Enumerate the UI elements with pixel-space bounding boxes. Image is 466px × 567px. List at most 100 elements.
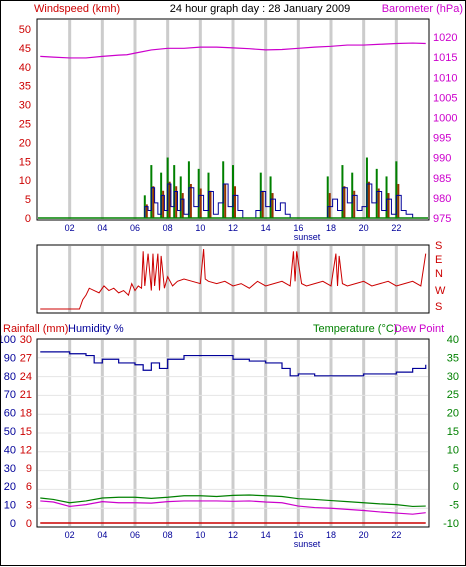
- dewpoint-line: [40, 500, 426, 515]
- humidity-line: [40, 351, 427, 377]
- x-tick-label: 14: [261, 223, 271, 233]
- wind-y-tick: 35: [19, 81, 31, 93]
- x-tick-label: 04: [97, 530, 107, 540]
- x-tick-label: 16: [293, 530, 303, 540]
- direction-tick-label: S: [435, 240, 442, 252]
- temp-y-tick: 15: [447, 426, 459, 438]
- humidity-y-tick: 60: [4, 408, 16, 420]
- x-tick-label: 08: [163, 223, 173, 233]
- temp-y-tick: 30: [447, 371, 459, 383]
- baro-y-tick: 1000: [433, 112, 457, 124]
- x-tick-label: 02: [65, 530, 75, 540]
- dewpoint-axis-label: Dew Point: [394, 323, 444, 335]
- humidity-axis-label: Humidity %: [68, 323, 124, 335]
- direction-grid: [68, 246, 398, 312]
- x-tick-label: 02: [65, 223, 75, 233]
- temp-y-tick: 20: [447, 408, 459, 420]
- rain-y-tick: 30: [20, 334, 32, 346]
- wind-y-tick: 25: [19, 119, 31, 131]
- temp-y-tick: 5: [453, 463, 459, 475]
- x-tick-label: 08: [163, 530, 173, 540]
- rain-y-tick: 9: [26, 463, 32, 475]
- x-tick-label: 22: [391, 530, 401, 540]
- direction-tick-label: N: [435, 268, 443, 280]
- temp-y-tick: 0: [453, 481, 459, 493]
- temperature-line: [40, 494, 426, 508]
- temp-series: [40, 351, 427, 524]
- humidity-y-tick: 50: [4, 426, 16, 438]
- baro-y-tick: 1020: [433, 32, 457, 44]
- humidity-y-tick: 40: [4, 444, 16, 456]
- x-tick-label: 16: [293, 223, 303, 233]
- windspeed-axis-label: Windspeed (kmh): [34, 3, 120, 15]
- rain-y-tick: 3: [26, 500, 32, 512]
- humidity-y-tick: 100: [1, 334, 16, 346]
- direction-tick-label: E: [435, 254, 442, 266]
- wind-y-tick: 0: [25, 213, 31, 225]
- windspeed-line: [40, 183, 426, 219]
- temp-y-tick: -10: [443, 518, 459, 530]
- wind-y-tick: 15: [19, 156, 31, 168]
- wind-y-tick: 45: [19, 43, 31, 55]
- x-tick-label: 06: [130, 223, 140, 233]
- humidity-y-tick: 0: [10, 518, 16, 530]
- humidity-y-tick: 10: [4, 500, 16, 512]
- sunset-label-top: sunset: [294, 232, 321, 242]
- x-tick-label: 12: [228, 223, 238, 233]
- wind-grid: [68, 20, 398, 219]
- baro-y-tick: 990: [433, 153, 451, 165]
- rain-y-tick: 6: [26, 481, 32, 493]
- wind-y-tick: 5: [25, 194, 31, 206]
- rain-y-tick: 12: [20, 444, 32, 456]
- humidity-y-tick: 70: [4, 389, 16, 401]
- wind-y-tick: 30: [19, 100, 31, 112]
- baro-y-tick: 985: [433, 173, 451, 185]
- wind-y-tick: 20: [19, 137, 31, 149]
- direction-tick-label: S: [435, 301, 442, 313]
- temp-y-tick: 25: [447, 389, 459, 401]
- temperature-axis-label: Temperature (°C): [313, 323, 397, 335]
- chart-title: 24 hour graph day : 28 January 2009: [170, 3, 350, 15]
- direction-tick-label: W: [435, 285, 446, 297]
- x-tick-label: 20: [359, 530, 369, 540]
- x-tick-label: 04: [97, 223, 107, 233]
- x-tick-label: 18: [326, 223, 336, 233]
- baro-y-tick: 995: [433, 133, 451, 145]
- barometer-line: [40, 42, 426, 59]
- temp-y-tick: 40: [447, 334, 459, 346]
- temp-y-tick: -5: [449, 500, 459, 512]
- rain-y-tick: 18: [20, 408, 32, 420]
- rain-y-tick: 21: [20, 389, 32, 401]
- baro-y-tick: 1005: [433, 92, 457, 104]
- direction-series: [40, 248, 427, 310]
- direction-line: [40, 248, 427, 310]
- x-tick-label: 18: [326, 530, 336, 540]
- baro-y-tick: 980: [433, 193, 451, 205]
- x-tick-label: 06: [130, 530, 140, 540]
- rain-y-tick: 24: [20, 371, 32, 383]
- x-tick-label: 20: [359, 223, 369, 233]
- humidity-y-tick: 30: [4, 463, 16, 475]
- humidity-y-tick: 90: [4, 352, 16, 364]
- humidity-y-tick: 80: [4, 371, 16, 383]
- sunset-label-bottom: sunset: [294, 539, 321, 549]
- rainfall-axis-label: Rainfall (mm): [3, 323, 68, 335]
- rain-y-tick: 0: [26, 518, 32, 530]
- x-tick-label: 10: [195, 223, 205, 233]
- temp-y-tick: 10: [447, 444, 459, 456]
- wind-y-tick: 50: [19, 24, 31, 36]
- baro-y-tick: 1010: [433, 72, 457, 84]
- x-tick-label: 14: [261, 530, 271, 540]
- baro-y-tick: 1015: [433, 52, 457, 64]
- wind-y-tick: 40: [19, 62, 31, 74]
- baro-y-tick: 975: [433, 213, 451, 225]
- barometer-axis-label: Barometer (hPa): [382, 3, 463, 15]
- rain-y-tick: 15: [20, 426, 32, 438]
- wind-series: [38, 42, 428, 219]
- rain-y-tick: 27: [20, 352, 32, 364]
- wind-y-tick: 10: [19, 175, 31, 187]
- x-tick-label: 22: [391, 223, 401, 233]
